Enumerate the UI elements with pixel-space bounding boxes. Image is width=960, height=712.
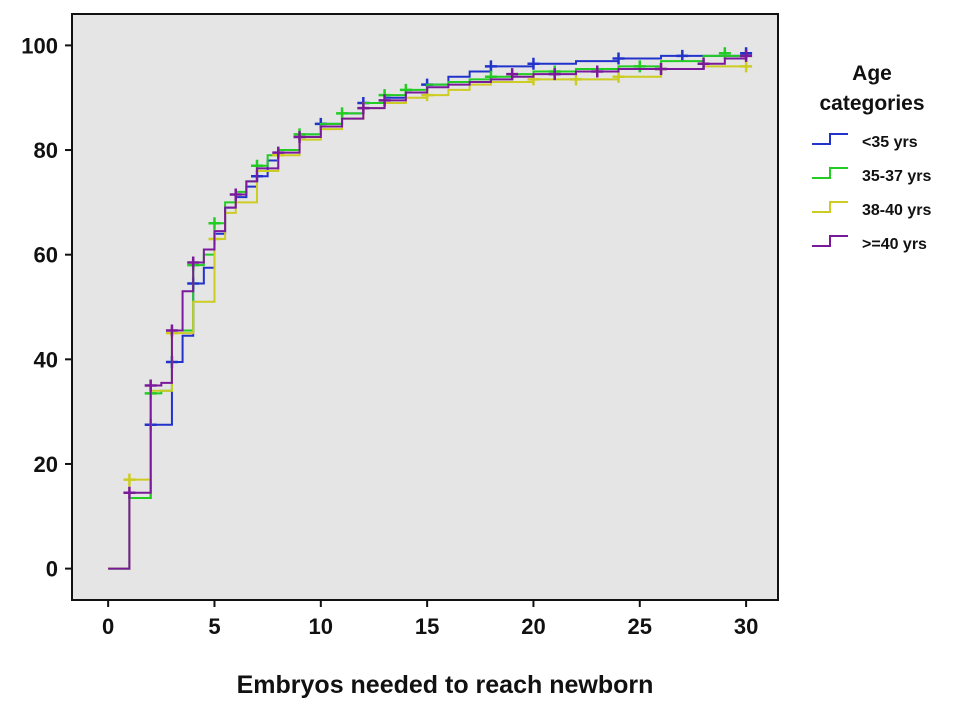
x-axis-label: Embryos needed to reach newborn	[237, 671, 654, 699]
legend-swatch	[812, 133, 848, 145]
censor-mark	[208, 217, 221, 230]
legend-title: Age	[852, 62, 892, 85]
legend-swatch	[812, 201, 848, 213]
plot-area	[71, 13, 779, 601]
legend-entry: 38-40 yrs	[862, 202, 931, 219]
y-tick-label: 100	[21, 33, 58, 58]
x-tick-label: 0	[102, 614, 114, 639]
censor-mark	[378, 94, 391, 107]
x-tick-label: 15	[415, 614, 439, 639]
censor-mark	[484, 60, 497, 73]
x-tick-label: 20	[521, 614, 545, 639]
y-tick-label: 80	[34, 138, 58, 163]
axis-layer: 0 5 10 15 20 25 30 0 20 40 60 80 100	[21, 33, 758, 639]
y-tick-label: 0	[46, 557, 58, 582]
censor-mark	[697, 57, 710, 70]
x-tick-label: 25	[628, 614, 652, 639]
censor-mark	[591, 65, 604, 78]
censor-mark	[336, 107, 349, 120]
y-tick-label: 20	[34, 452, 58, 477]
legend-entry: 35-37 yrs	[862, 168, 931, 185]
legend-entry: <35 yrs	[862, 134, 918, 151]
censor-mark	[655, 62, 668, 75]
legend-title: categories	[819, 92, 924, 115]
censor-mark	[123, 486, 136, 499]
censor-mark	[272, 146, 285, 159]
censor-mark	[569, 73, 582, 86]
series-layer	[108, 47, 753, 570]
censor-mark	[293, 130, 306, 143]
series-line	[108, 55, 748, 570]
censor-mark	[165, 324, 178, 337]
legend: Age categories <35 yrs 35-37 yrs 38-40 yrs >=…	[812, 62, 931, 253]
censor-mark	[506, 68, 519, 81]
censor-mark	[123, 473, 136, 486]
legend-swatch	[812, 167, 848, 179]
censor-mark	[740, 49, 753, 62]
censor-mark	[612, 52, 625, 65]
censor-mark	[740, 60, 753, 73]
censor-mark	[718, 47, 731, 60]
series-group	[108, 49, 753, 570]
y-tick-label: 40	[34, 347, 58, 372]
censor-mark	[187, 256, 200, 269]
censor-mark	[357, 102, 370, 115]
legend-swatch	[812, 235, 848, 247]
x-tick-label: 30	[734, 614, 758, 639]
censor-mark	[612, 70, 625, 83]
censor-mark	[527, 57, 540, 70]
x-tick-label: 10	[309, 614, 333, 639]
x-tick-label: 5	[208, 614, 220, 639]
censor-mark	[229, 188, 242, 201]
censor-mark	[633, 60, 646, 73]
legend-entry: >=40 yrs	[862, 236, 927, 253]
censor-mark	[144, 379, 157, 392]
censor-mark	[548, 68, 561, 81]
y-tick-label: 60	[34, 243, 58, 268]
censor-mark	[676, 49, 689, 62]
